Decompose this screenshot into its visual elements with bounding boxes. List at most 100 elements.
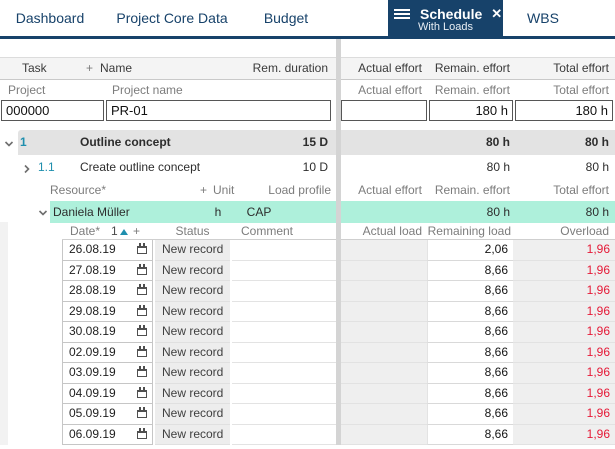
tab-schedule-label: Schedule [420, 6, 483, 22]
date-cell[interactable]: 04.09.19 [62, 383, 153, 404]
overload-cell: 1,96 [513, 404, 615, 425]
col-header-unit: Unit [213, 183, 235, 197]
date-cell[interactable]: 29.08.19 [62, 301, 153, 322]
resource-unit: h [214, 205, 222, 219]
project-total-effort-field[interactable]: 180 h [515, 100, 613, 121]
tab-project-core-data[interactable]: Project Core Data [116, 10, 228, 26]
col-header-comment: Comment [240, 224, 293, 238]
date-value: 04.09.19 [69, 385, 116, 400]
status-cell: New record [155, 342, 230, 363]
add-column-icon[interactable]: + [133, 224, 141, 238]
chevron-down-icon[interactable] [4, 138, 14, 148]
sort-asc-indicator[interactable]: 1 [111, 222, 135, 240]
tab-budget[interactable]: Budget [263, 10, 309, 26]
date-value: 03.09.19 [69, 365, 116, 379]
col-header-remain-effort[interactable]: Remain. effort [434, 61, 510, 75]
remaining-load-cell[interactable]: 8,66 [427, 383, 513, 404]
actual-load-cell [341, 260, 427, 281]
date-value: 30.08.19 [69, 324, 116, 338]
task-name[interactable]: Outline concept [80, 135, 171, 149]
col-header-name[interactable]: Name [100, 61, 133, 75]
comment-cell[interactable] [232, 240, 336, 261]
date-cell[interactable]: 30.08.19 [62, 322, 153, 343]
calendar-icon[interactable] [137, 386, 147, 398]
remaining-load-cell[interactable]: 8,66 [427, 404, 513, 425]
comment-cell[interactable] [232, 322, 336, 343]
comment-cell[interactable] [232, 424, 336, 445]
date-cell[interactable]: 06.09.19 [62, 424, 153, 445]
col-header-total-effort: Total effort [553, 183, 609, 197]
comment-cell[interactable] [232, 301, 336, 322]
date-cell[interactable]: 03.09.19 [62, 363, 153, 384]
actual-load-cell [341, 383, 427, 404]
chevron-right-icon[interactable] [22, 163, 32, 174]
resource-name[interactable]: Daniela Müller [53, 205, 130, 219]
overload-cell: 1,96 [513, 342, 615, 363]
calendar-icon[interactable] [137, 366, 147, 377]
add-column-icon[interactable]: + [86, 61, 94, 75]
date-cell[interactable]: 05.09.19 [62, 404, 153, 425]
task-wbs-code[interactable]: 1.1 [38, 160, 55, 174]
calendar-icon[interactable] [137, 407, 147, 418]
col-header-date: Date* [70, 224, 101, 238]
remaining-load-cell[interactable]: 8,66 [427, 322, 513, 343]
remaining-load-cell[interactable]: 8,66 [427, 281, 513, 302]
comment-cell[interactable] [232, 404, 336, 425]
tab-dashboard[interactable]: Dashboard [15, 10, 85, 26]
date-value: 29.08.19 [69, 303, 116, 318]
calendar-icon[interactable] [137, 427, 147, 439]
tab-schedule[interactable]: Schedule ✕ With Loads [388, 0, 503, 36]
tab-schedule-subtitle: With Loads [417, 21, 474, 33]
project-id-field[interactable]: 000000 [1, 100, 104, 121]
task-wbs-code[interactable]: 1 [20, 135, 27, 149]
comment-cell[interactable] [232, 342, 336, 363]
comment-cell[interactable] [232, 383, 336, 404]
remaining-load-cell[interactable]: 8,66 [427, 260, 513, 281]
close-icon[interactable]: ✕ [491, 6, 503, 21]
col-header-task[interactable]: Task [22, 61, 47, 75]
col-header-remaining-load: Remaining load [427, 224, 511, 238]
row-margin-strip [0, 222, 8, 445]
overload-cell: 1,96 [513, 322, 615, 343]
calendar-icon[interactable] [137, 263, 147, 275]
col-header-actual-effort[interactable]: Actual effort [358, 61, 422, 75]
col-header-resource: Resource* [50, 183, 107, 197]
remaining-load-cell[interactable]: 8,66 [427, 363, 513, 384]
calendar-icon[interactable] [137, 304, 147, 316]
date-value: 27.08.19 [69, 262, 116, 277]
chevron-down-icon[interactable] [38, 207, 48, 217]
remaining-load-cell[interactable]: 8,66 [427, 342, 513, 363]
comment-cell[interactable] [232, 363, 336, 384]
comment-cell[interactable] [232, 260, 336, 281]
date-cell[interactable]: 02.09.19 [62, 342, 153, 363]
tab-wbs[interactable]: WBS [527, 10, 559, 26]
calendar-icon[interactable] [137, 325, 147, 336]
date-value: 28.08.19 [69, 283, 116, 297]
subheader-total-effort: Total effort [553, 83, 609, 97]
resource-row-highlight-bg[interactable] [50, 201, 615, 223]
remaining-load-cell[interactable]: 8,66 [427, 424, 513, 445]
project-remain-effort-field[interactable]: 180 h [429, 100, 513, 121]
overload-cell: 1,96 [513, 383, 615, 404]
overload-cell: 1,96 [513, 240, 615, 261]
comment-cell[interactable] [232, 281, 336, 302]
col-header-total-effort[interactable]: Total effort [553, 61, 609, 75]
calendar-icon[interactable] [137, 345, 147, 357]
col-header-rem-duration[interactable]: Rem. duration [252, 61, 328, 75]
date-value: 02.09.19 [69, 344, 116, 359]
remaining-load-cell[interactable]: 8,66 [427, 301, 513, 322]
hamburger-icon[interactable] [394, 7, 410, 21]
col-header-remain-effort: Remain. effort [434, 183, 510, 197]
date-cell[interactable]: 28.08.19 [62, 281, 153, 302]
add-column-icon[interactable]: + [200, 183, 208, 197]
date-cell[interactable]: 26.08.19 [62, 240, 153, 261]
calendar-icon[interactable] [137, 284, 147, 295]
remaining-load-cell[interactable]: 2,06 [427, 240, 513, 261]
task-name[interactable]: Create outline concept [80, 160, 201, 174]
project-name-field[interactable]: PR-01 [106, 100, 331, 121]
pane-splitter[interactable] [336, 39, 341, 445]
calendar-icon[interactable] [137, 243, 147, 254]
project-actual-effort-field[interactable] [341, 100, 427, 121]
date-cell[interactable]: 27.08.19 [62, 260, 153, 281]
task-row-selected-bg[interactable] [18, 130, 615, 155]
